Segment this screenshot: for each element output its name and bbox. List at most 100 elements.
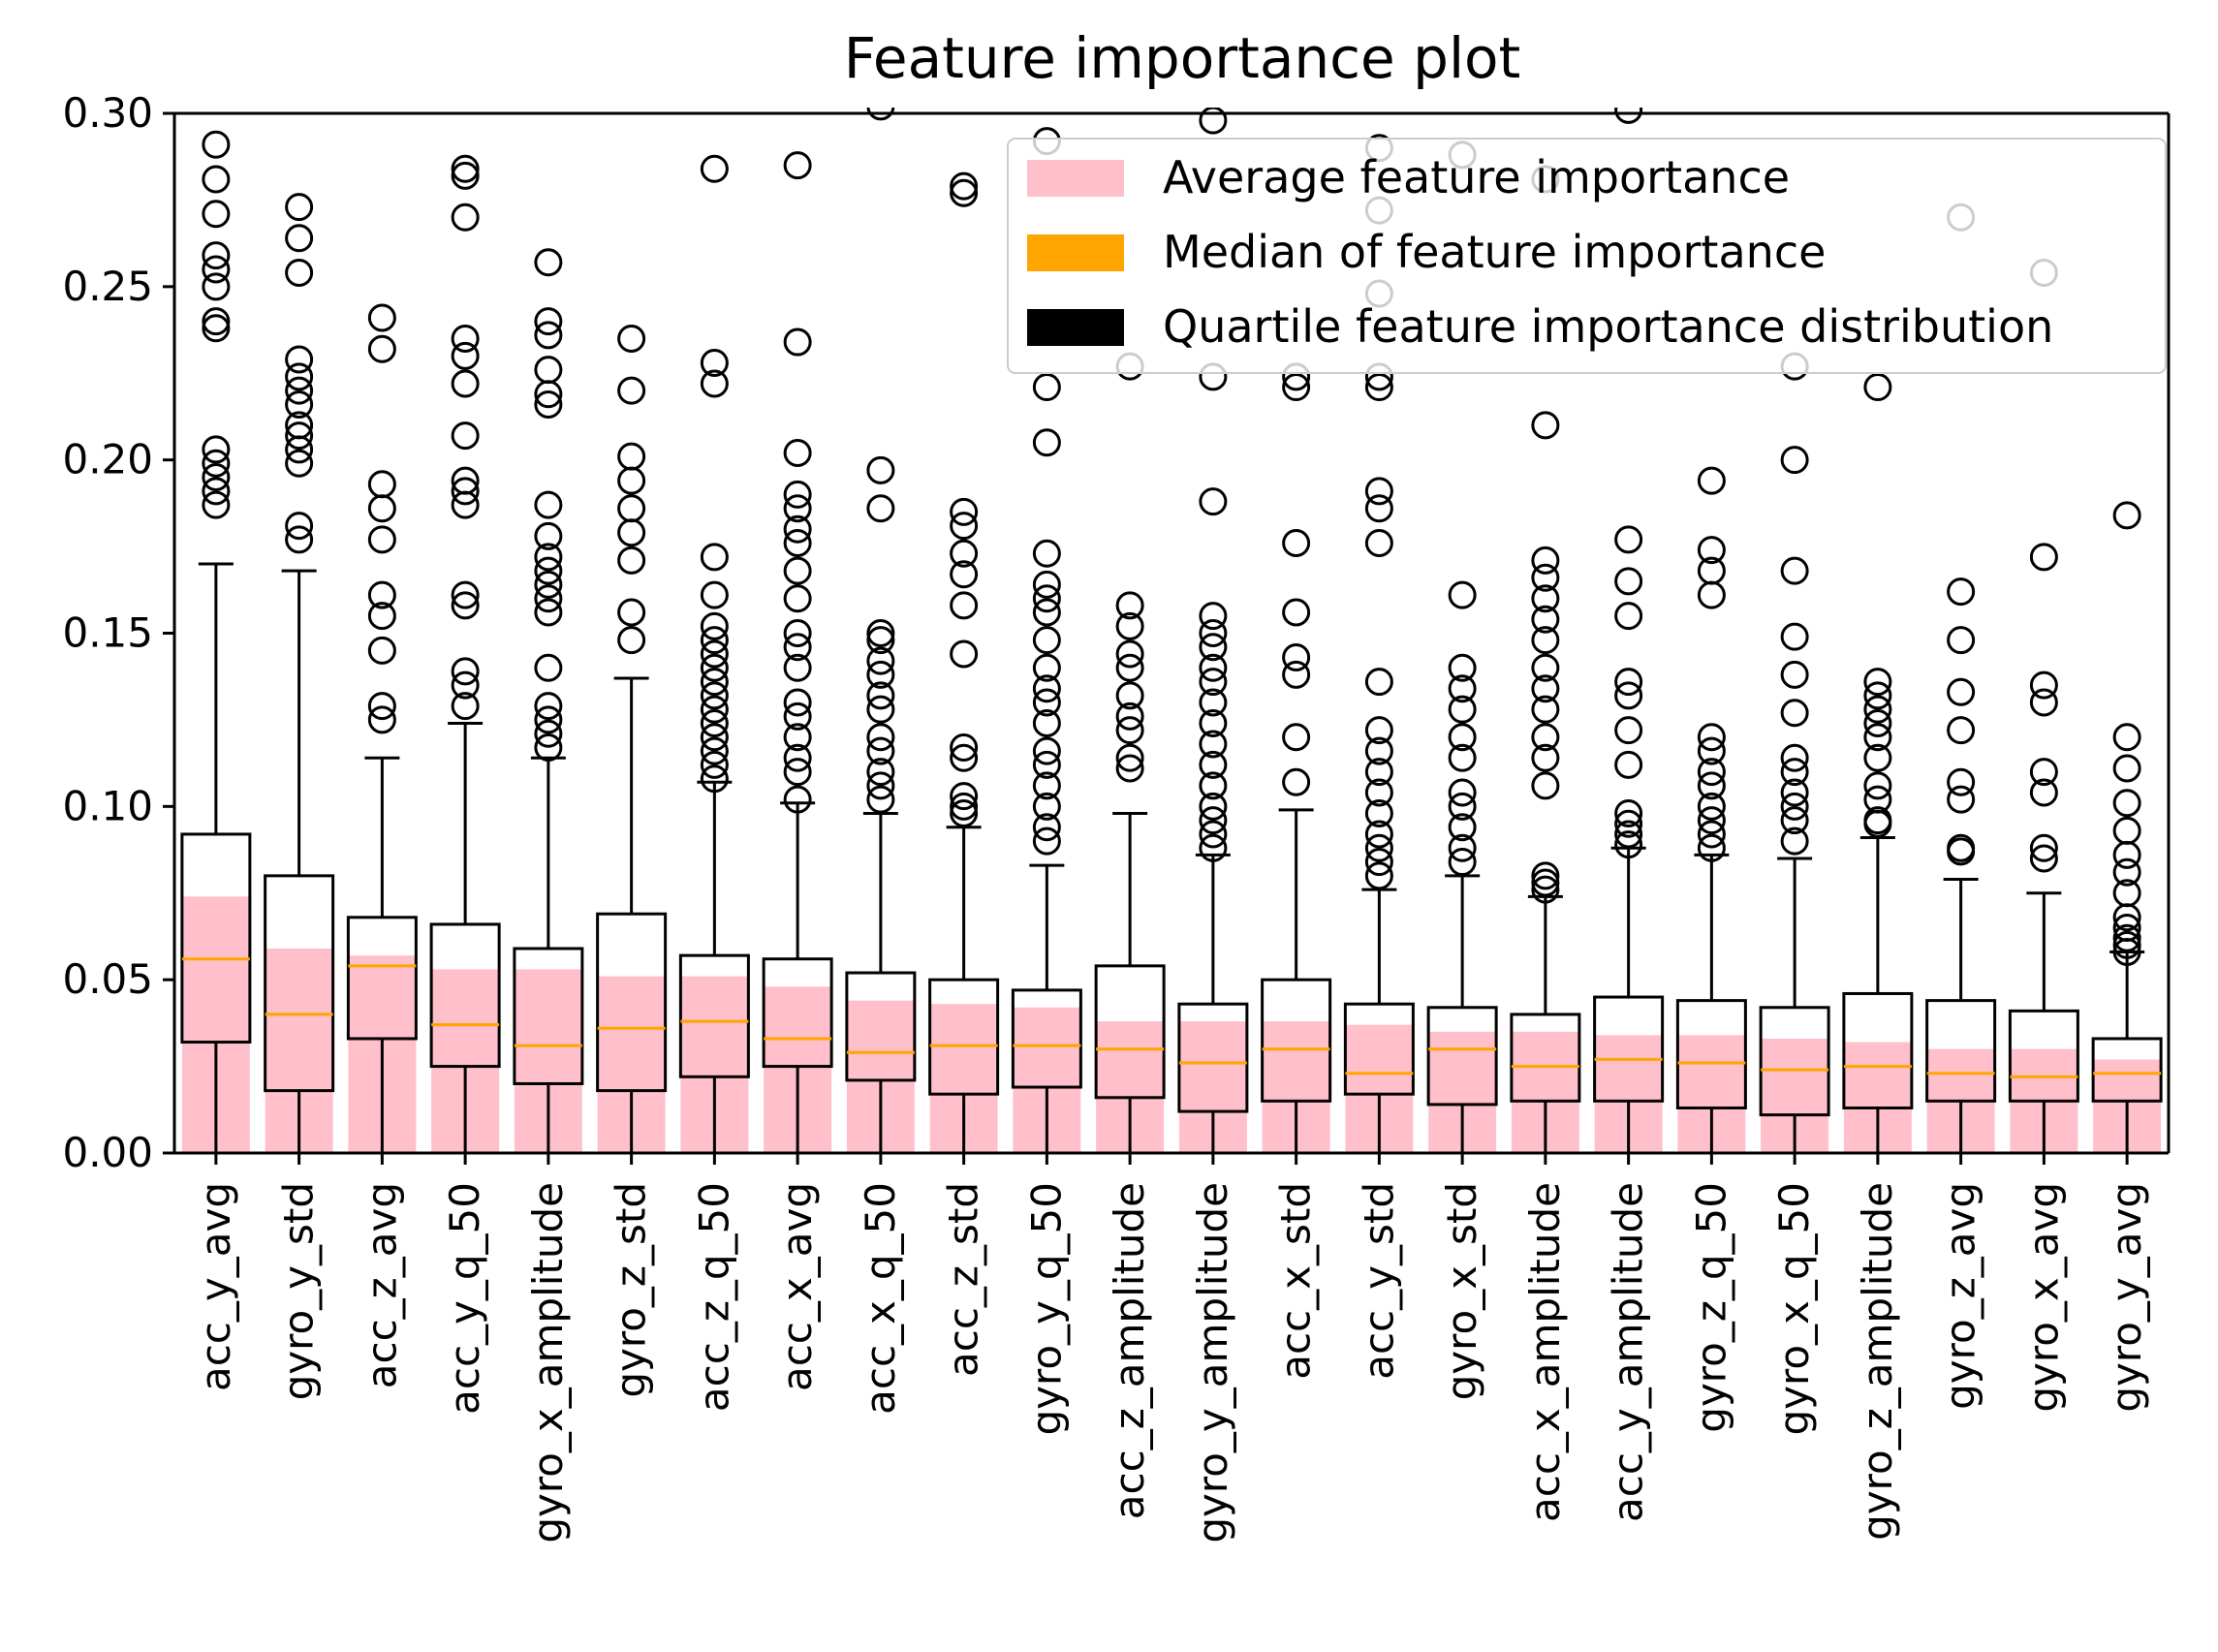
- x-tick-label: acc_x_q_50: [857, 1182, 904, 1415]
- outlier-point: [1282, 598, 1311, 627]
- outlier-point: [1614, 809, 1643, 838]
- outlier-point: [1032, 708, 1061, 737]
- boxplot-acc-z-std: [928, 171, 1000, 1155]
- outlier-point: [1531, 411, 1560, 440]
- quartile-box: [429, 922, 501, 1069]
- outlier-point: [451, 421, 480, 451]
- quartile-box: [180, 832, 252, 1044]
- x-tick-label: gyro_y_std: [275, 1182, 323, 1400]
- outlier-point: [1448, 695, 1477, 724]
- outlier-point: [783, 514, 812, 544]
- outlier-point: [1780, 826, 1809, 856]
- outlier-point: [1531, 723, 1560, 752]
- outlier-point: [866, 494, 895, 523]
- outlier-point: [950, 743, 979, 772]
- quartile-box: [2091, 1037, 2163, 1103]
- outlier-point: [1780, 699, 1809, 728]
- outlier-point: [1863, 681, 1892, 710]
- outlier-point: [1199, 487, 1228, 516]
- boxplot-acc-y-avg: [180, 130, 252, 1155]
- outlier-point: [1364, 736, 1393, 765]
- outlier-point: [451, 490, 480, 519]
- outlier-point: [783, 480, 812, 509]
- outlier-point: [1032, 539, 1061, 568]
- x-tick-label: acc_z_std: [940, 1182, 987, 1377]
- legend-swatch: [1027, 234, 1124, 271]
- outlier-point: [950, 733, 979, 763]
- outlier-point: [285, 512, 314, 541]
- outlier-point: [1614, 716, 1643, 745]
- boxplot-gyro-z-std: [596, 324, 668, 1155]
- outlier-point: [1614, 525, 1643, 554]
- outlier-point: [367, 494, 396, 523]
- outlier-point: [2029, 778, 2058, 807]
- outlier-point: [1448, 674, 1477, 703]
- outlier-point: [783, 151, 812, 180]
- outlier-point: [2029, 543, 2058, 572]
- x-tick-label: gyro_z_avg: [1937, 1182, 1984, 1410]
- outlier-point: [1364, 494, 1393, 523]
- outlier-point: [451, 477, 480, 506]
- outlier-point: [1448, 778, 1477, 807]
- outlier-point: [2112, 903, 2141, 932]
- outlier-point: [285, 421, 314, 451]
- outlier-point: [1282, 723, 1311, 752]
- quartile-box: [2008, 1009, 2079, 1103]
- outlier-point: [1199, 619, 1228, 647]
- outlier-point: [1531, 545, 1560, 575]
- outlier-point: [1199, 833, 1228, 862]
- outlier-point: [451, 692, 480, 721]
- outlier-point: [2112, 923, 2141, 952]
- outlier-point: [1115, 639, 1144, 669]
- outlier-point: [700, 723, 729, 752]
- outlier-point: [1032, 653, 1061, 682]
- outlier-point: [2112, 840, 2141, 869]
- quartile-box: [1675, 999, 1747, 1110]
- quartile-box: [1593, 995, 1665, 1103]
- outlier-point: [534, 321, 563, 350]
- outlier-point: [950, 798, 979, 827]
- outlier-point: [950, 497, 979, 526]
- outlier-point: [783, 584, 812, 613]
- outlier-point: [285, 525, 314, 554]
- outlier-point: [1531, 861, 1560, 890]
- outlier-point: [1531, 605, 1560, 634]
- outlier-point: [866, 723, 895, 752]
- x-tick-label: gyro_y_avg: [2103, 1182, 2150, 1413]
- outlier-point: [1697, 771, 1726, 800]
- outlier-point: [367, 303, 396, 332]
- outlier-point: [1032, 570, 1061, 599]
- outlier-point: [2029, 844, 2058, 873]
- boxplot-gyro-y-avg: [2091, 501, 2163, 1155]
- x-tick-label: gyro_x_std: [1438, 1182, 1485, 1400]
- outlier-point: [367, 705, 396, 734]
- outlier-point: [2112, 857, 2141, 887]
- outlier-point: [285, 390, 314, 419]
- outlier-point: [1531, 875, 1560, 904]
- outlier-point: [1115, 754, 1144, 783]
- outlier-point: [1863, 373, 1892, 402]
- boxplot-acc-x-std: [1261, 362, 1332, 1155]
- outlier-point: [866, 695, 895, 724]
- outlier-point: [617, 466, 646, 495]
- outlier-point: [950, 639, 979, 669]
- legend-label: Quartile feature importance distribution: [1163, 300, 2053, 353]
- outlier-point: [202, 272, 231, 301]
- outlier-point: [950, 560, 979, 589]
- outlier-point: [950, 591, 979, 620]
- outlier-point: [950, 171, 979, 201]
- outlier-point: [1199, 668, 1228, 697]
- outlier-point: [1697, 466, 1726, 495]
- boxplot-acc-z-avg: [346, 303, 418, 1155]
- outlier-point: [1115, 681, 1144, 710]
- outlier-point: [1448, 743, 1477, 772]
- quartile-box: [1261, 978, 1332, 1103]
- legend-swatch: [1027, 309, 1124, 346]
- outlier-point: [1199, 750, 1228, 779]
- outlier-point: [1448, 723, 1477, 752]
- outlier-point: [1697, 736, 1726, 765]
- outlier-point: [2029, 688, 2058, 717]
- boxplot-gyro-x-std: [1426, 140, 1498, 1155]
- x-tick-label: gyro_y_amplitude: [1189, 1182, 1236, 1543]
- quartile-box: [1343, 1002, 1415, 1096]
